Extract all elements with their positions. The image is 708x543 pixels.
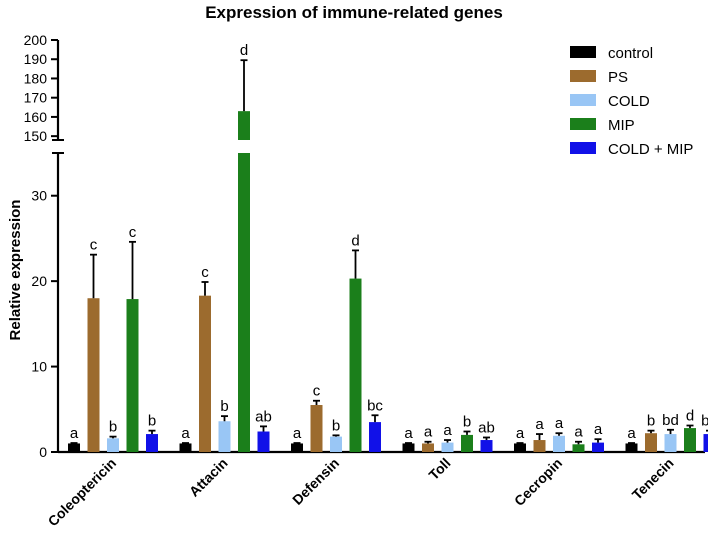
bar [514,443,526,452]
bar [572,444,585,452]
category-label: Toll [425,455,453,483]
significance-label: a [424,424,433,441]
significance-label: a [627,425,636,442]
significance-label: d [686,408,694,425]
bar [684,428,696,452]
bars [68,59,708,452]
y-tick-label: 20 [31,273,47,289]
bar [349,278,362,452]
legend-label: COLD + MIP [608,141,693,158]
bar [592,442,604,452]
bar [68,443,80,452]
y-tick-label: 190 [24,51,48,67]
bar [553,435,565,452]
bar [238,111,250,140]
bar [126,299,139,452]
category-label: Attacin [186,455,231,500]
y-tick-label: 30 [31,188,47,204]
significance-label: a [181,425,190,442]
significance-label: b [463,413,471,430]
significance-label: c [313,383,321,400]
significance-labels: acbcbacbdabacbdbcaaababaaaaaabbddbd [70,42,708,442]
significance-label: b [647,413,655,430]
significance-label: a [594,421,603,438]
significance-label: ab [255,408,272,425]
legend-swatch [570,94,596,106]
category-labels: Coleoptericin Attacin Defensin Toll Cecropin… [45,455,677,530]
category-label: Tenecin [629,455,677,503]
bar [625,443,638,452]
axes: 0 10 20 30 150 160 170 180 190 200 [24,32,705,460]
bar [369,422,381,452]
bar [238,153,250,452]
y-axis-label: Relative expression [7,200,24,341]
significance-label: b [332,417,340,434]
bar [87,298,100,452]
significance-label: bc [367,397,383,414]
bar [480,440,493,452]
significance-label: c [201,264,209,281]
significance-label: bd [701,413,708,430]
significance-label: c [90,237,98,254]
bar [291,443,303,452]
y-tick-label: 0 [39,444,47,460]
legend-swatch [570,70,596,82]
bar [146,434,158,452]
y-tick-label: 180 [24,70,48,86]
significance-label: c [129,224,137,241]
significance-label: b [109,419,117,436]
bar [703,434,708,452]
significance-label: b [220,398,228,415]
bar [402,443,415,452]
significance-label: a [516,425,525,442]
y-tick-label: 200 [24,32,48,48]
significance-label: a [555,415,564,432]
significance-label: a [293,425,302,442]
significance-label: b [148,413,156,430]
legend-label: COLD [608,93,650,110]
legend: control PS COLD MIP COLD + MIP [570,45,693,158]
legend-swatch [570,46,596,58]
bar [664,434,677,452]
chart-title: Expression of immune-related genes [205,3,503,22]
legend-label: control [608,45,653,62]
significance-label: a [443,422,452,439]
category-label: Cecropin [511,455,565,509]
legend-swatch [570,118,596,130]
significance-label: a [404,425,413,442]
bar [179,443,192,452]
bar [533,440,546,452]
bar [441,442,454,452]
bar [199,295,211,452]
y-tick-label: 10 [31,359,47,375]
bar [107,438,119,452]
legend-swatch [570,142,596,154]
bar [461,434,473,452]
bar [422,443,434,452]
bar [645,433,657,452]
significance-label: bd [662,412,679,429]
bar [330,436,342,452]
category-label: Defensin [289,455,342,508]
significance-label: d [351,232,359,249]
bar [257,431,270,452]
significance-label: a [70,425,79,442]
category-label: Coleoptericin [45,455,120,530]
y-tick-label: 150 [24,128,48,144]
bar [218,421,231,452]
significance-label: ab [478,419,495,436]
y-tick-label: 160 [24,109,48,125]
significance-label: a [574,424,583,441]
significance-label: a [535,416,544,433]
y-tick-label: 170 [24,90,48,106]
legend-label: PS [608,69,628,86]
legend-label: MIP [608,117,635,134]
significance-label: d [240,42,248,59]
bar [310,405,323,452]
